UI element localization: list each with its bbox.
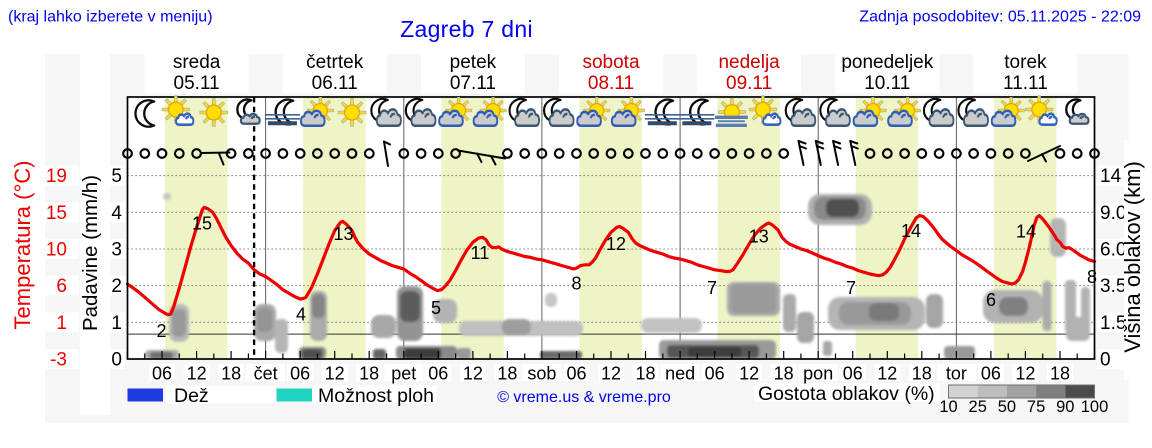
svg-text:25: 25 xyxy=(969,398,987,416)
svg-text:12: 12 xyxy=(463,364,483,384)
svg-text:06: 06 xyxy=(981,364,1001,384)
svg-text:9.0: 9.0 xyxy=(1100,203,1126,224)
svg-text:06: 06 xyxy=(428,364,448,384)
svg-text:06: 06 xyxy=(290,364,310,384)
svg-text:06: 06 xyxy=(566,364,586,384)
svg-text:5: 5 xyxy=(431,298,441,318)
svg-text:čet: čet xyxy=(254,364,278,384)
svg-text:4: 4 xyxy=(296,305,306,325)
svg-text:6.0: 6.0 xyxy=(1100,240,1126,261)
svg-text:12: 12 xyxy=(325,364,345,384)
svg-text:ponedeljek: ponedeljek xyxy=(841,52,933,73)
svg-text:pet: pet xyxy=(391,364,416,384)
svg-text:četrtek: četrtek xyxy=(306,52,364,73)
svg-text:4: 4 xyxy=(111,203,122,224)
svg-text:13: 13 xyxy=(333,224,353,244)
svg-text:18: 18 xyxy=(497,364,517,384)
svg-text:2: 2 xyxy=(111,276,122,297)
svg-text:petek: petek xyxy=(450,52,497,73)
svg-text:0: 0 xyxy=(1100,350,1111,371)
svg-text:15: 15 xyxy=(46,203,67,224)
svg-text:06.11: 06.11 xyxy=(312,73,358,94)
svg-text:19: 19 xyxy=(46,166,67,187)
svg-text:12: 12 xyxy=(606,234,626,254)
svg-text:torek: torek xyxy=(1004,52,1047,73)
svg-text:10: 10 xyxy=(46,240,67,261)
svg-text:3: 3 xyxy=(111,240,122,261)
svg-text:13: 13 xyxy=(749,227,769,247)
svg-text:18: 18 xyxy=(1050,364,1070,384)
svg-text:Zagreb 7 dni: Zagreb 7 dni xyxy=(400,16,533,42)
svg-text:12: 12 xyxy=(187,364,207,384)
svg-text:18: 18 xyxy=(635,364,655,384)
svg-text:8: 8 xyxy=(1087,267,1097,287)
svg-text:11: 11 xyxy=(471,243,490,263)
svg-text:90: 90 xyxy=(1056,398,1074,416)
svg-text:05.11: 05.11 xyxy=(174,73,220,94)
svg-text:18: 18 xyxy=(359,364,379,384)
svg-text:7: 7 xyxy=(846,278,856,298)
svg-text:07.11: 07.11 xyxy=(450,73,496,94)
svg-text:sobota: sobota xyxy=(582,52,639,73)
svg-text:sob: sob xyxy=(527,364,556,384)
svg-text:pon: pon xyxy=(803,364,833,384)
svg-text:18: 18 xyxy=(774,364,794,384)
svg-text:Dež: Dež xyxy=(174,385,209,407)
svg-text:08.11: 08.11 xyxy=(588,73,634,94)
svg-text:2: 2 xyxy=(156,321,166,341)
svg-text:14: 14 xyxy=(1100,166,1122,187)
svg-text:06: 06 xyxy=(705,364,725,384)
svg-text:ned: ned xyxy=(665,364,695,384)
svg-text:tor: tor xyxy=(946,364,967,384)
svg-text:3.5: 3.5 xyxy=(1100,276,1126,297)
svg-text:-3: -3 xyxy=(50,350,67,371)
svg-text:Padavine (mm/h): Padavine (mm/h) xyxy=(79,175,102,331)
svg-text:0: 0 xyxy=(111,350,122,371)
svg-text:(kraj lahko izberete v meniju): (kraj lahko izberete v meniju) xyxy=(8,9,213,26)
svg-text:50: 50 xyxy=(998,398,1016,416)
svg-text:10.11: 10.11 xyxy=(864,73,910,94)
svg-text:14: 14 xyxy=(1016,222,1036,242)
svg-text:6: 6 xyxy=(986,290,996,310)
svg-text:6: 6 xyxy=(56,276,67,297)
svg-text:1: 1 xyxy=(111,313,122,334)
svg-text:100: 100 xyxy=(1081,398,1109,416)
svg-text:© vreme.us & vreme.pro: © vreme.us & vreme.pro xyxy=(497,389,671,406)
svg-text:15: 15 xyxy=(192,214,212,234)
svg-text:5: 5 xyxy=(111,166,122,187)
svg-text:75: 75 xyxy=(1027,398,1045,416)
svg-text:Možnost ploh: Možnost ploh xyxy=(318,385,434,407)
svg-text:12: 12 xyxy=(877,364,897,384)
svg-text:18: 18 xyxy=(912,364,932,384)
svg-text:12: 12 xyxy=(1015,364,1035,384)
svg-text:11.11: 11.11 xyxy=(1003,73,1048,94)
svg-text:14: 14 xyxy=(901,221,921,241)
svg-text:1: 1 xyxy=(56,313,67,334)
svg-text:Gostota oblakov (%): Gostota oblakov (%) xyxy=(758,383,935,405)
svg-text:10: 10 xyxy=(939,398,957,416)
svg-text:1.5: 1.5 xyxy=(1100,313,1126,334)
svg-text:8: 8 xyxy=(571,274,581,294)
svg-text:12: 12 xyxy=(601,364,621,384)
svg-text:nedelja: nedelja xyxy=(718,52,780,73)
svg-text:18: 18 xyxy=(221,364,241,384)
svg-text:Višina oblakov (km): Višina oblakov (km) xyxy=(1120,161,1145,353)
svg-text:06: 06 xyxy=(843,364,863,384)
svg-text:Temperatura (°C): Temperatura (°C) xyxy=(10,161,35,330)
svg-text:7: 7 xyxy=(707,278,717,298)
svg-text:12: 12 xyxy=(739,364,759,384)
svg-text:sreda: sreda xyxy=(173,52,221,73)
svg-text:06: 06 xyxy=(152,364,172,384)
svg-text:09.11: 09.11 xyxy=(726,73,772,94)
svg-text:Zadnja posodobitev: 05.11.2025: Zadnja posodobitev: 05.11.2025 - 22:09 xyxy=(859,9,1141,26)
